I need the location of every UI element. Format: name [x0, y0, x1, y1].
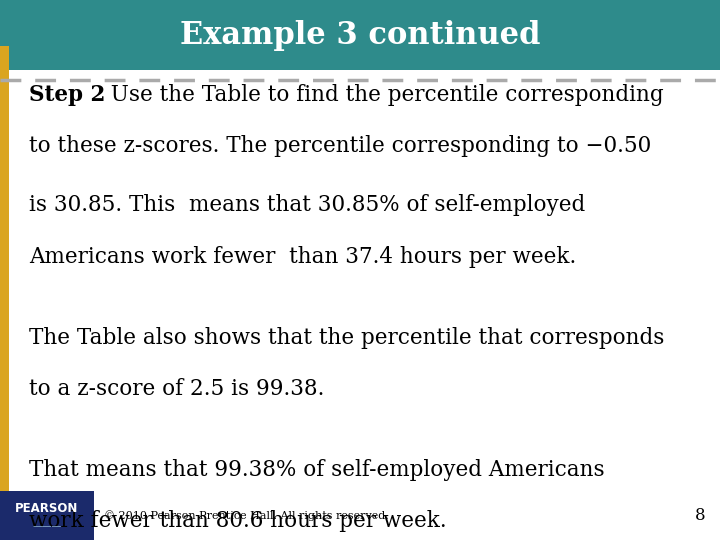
Text: to these z-scores. The percentile corresponding to −0.50: to these z-scores. The percentile corres…: [29, 135, 651, 157]
Text: The Table also shows that the percentile that corresponds: The Table also shows that the percentile…: [29, 327, 664, 349]
Text: Step 2: Step 2: [29, 84, 105, 106]
Text: That means that 99.38% of self-employed Americans: That means that 99.38% of self-employed …: [29, 459, 604, 481]
FancyBboxPatch shape: [0, 46, 9, 494]
Text: Americans work fewer  than 37.4 hours per week.: Americans work fewer than 37.4 hours per…: [29, 246, 576, 268]
Text: ———: ———: [32, 522, 61, 531]
Text: is 30.85. This  means that 30.85% of self-employed: is 30.85. This means that 30.85% of self…: [29, 194, 585, 217]
Text: to a z-score of 2.5 is 99.38.: to a z-score of 2.5 is 99.38.: [29, 378, 324, 400]
Text: work fewer than 80.6 hours per week.: work fewer than 80.6 hours per week.: [29, 510, 446, 532]
Text: Example 3 continued: Example 3 continued: [180, 19, 540, 51]
FancyBboxPatch shape: [0, 0, 720, 70]
FancyBboxPatch shape: [0, 491, 94, 540]
Text: © 2010 Pearson Prentice Hall. All rights reserved.: © 2010 Pearson Prentice Hall. All rights…: [104, 510, 389, 521]
Text: PEARSON: PEARSON: [15, 502, 78, 515]
Text: 8: 8: [695, 507, 706, 524]
Text: Use the Table to find the percentile corresponding: Use the Table to find the percentile cor…: [97, 84, 664, 106]
